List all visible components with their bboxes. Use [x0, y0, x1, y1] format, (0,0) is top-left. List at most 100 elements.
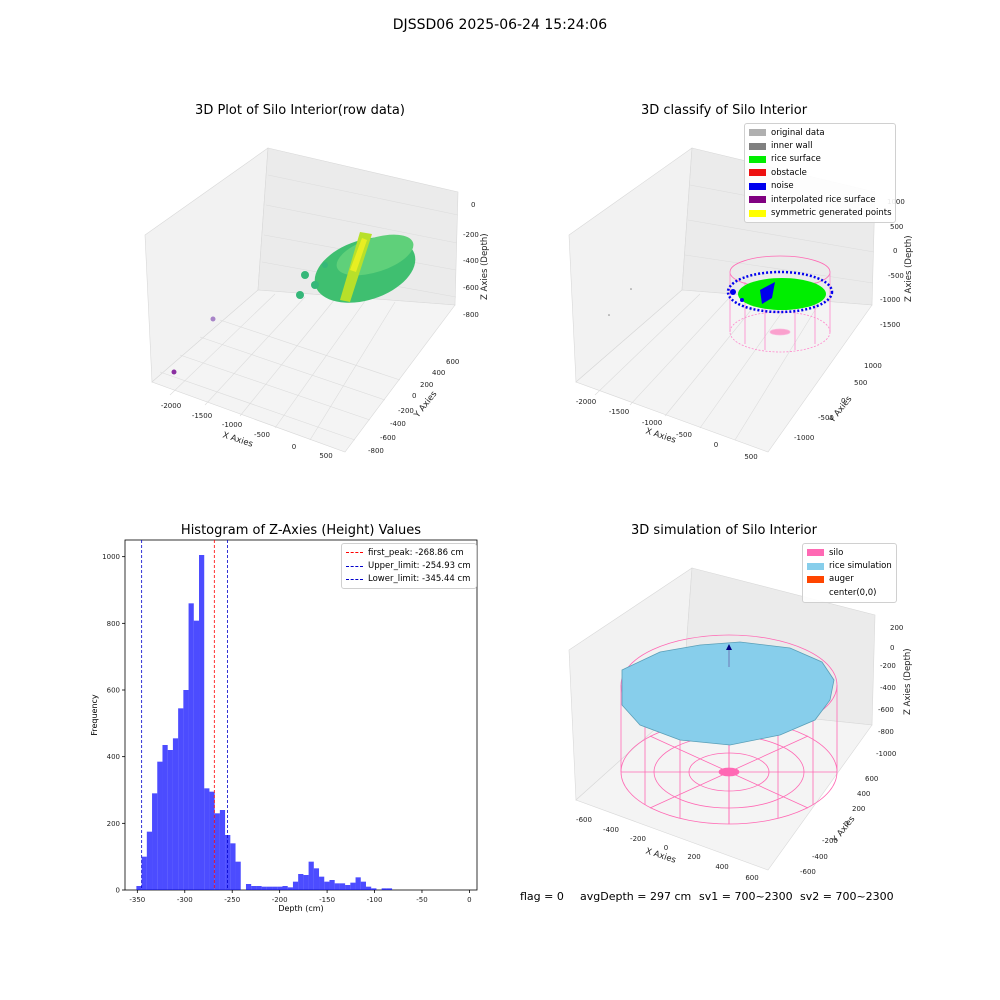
sim-z-tick: 0 — [890, 644, 894, 652]
footer-flag: flag = 0 — [520, 890, 564, 903]
classify-z-tick: 500 — [890, 223, 903, 231]
sim-rice-surface — [621, 641, 835, 746]
histogram-bar — [282, 886, 288, 890]
sim-x-tick: -600 — [576, 816, 592, 824]
y-tick-label: 200 — [107, 820, 120, 828]
histogram-bar — [313, 868, 320, 890]
sim-y-tick: -200 — [822, 837, 838, 845]
legend-swatch — [807, 562, 824, 570]
raw-plot-title: 3D Plot of Silo Interior(row data) — [195, 103, 405, 118]
figure-suptitle: DJSSD06 2025-06-24 15:24:06 — [392, 17, 608, 33]
legend-item-silo: silo — [807, 546, 892, 559]
histogram-bar — [146, 831, 153, 890]
legend-swatch — [807, 549, 824, 557]
sim-z-tick: -1000 — [876, 750, 896, 758]
histogram-x-label: Depth (cm) — [278, 904, 323, 913]
raw-y-tick: 400 — [432, 369, 445, 377]
sim-x-tick: 400 — [715, 863, 728, 871]
classify-z-label: Z Axies (Depth) — [904, 235, 914, 302]
legend-item-obstacle: obstacle — [749, 166, 891, 179]
classify-y-tick: 1000 — [864, 362, 882, 370]
histogram-y-label: Frequency — [90, 694, 99, 736]
raw-z-axis: -800 -600 -400 -200 0 Z Axies (Depth) — [463, 201, 490, 319]
y-tick-label: 400 — [107, 753, 120, 761]
x-tick-label: -50 — [416, 896, 427, 904]
raw-y-tick: 200 — [420, 381, 433, 389]
sim-y-tick: 600 — [865, 775, 878, 783]
classify-x-tick: 0 — [714, 441, 718, 449]
histogram-bar — [266, 886, 273, 890]
sim-pane-floor — [575, 704, 873, 871]
sim-x-tick: 0 — [664, 844, 668, 852]
raw-x-tick: -500 — [254, 431, 270, 439]
raw-x-tick: -2000 — [161, 402, 181, 410]
histogram-bar — [178, 708, 184, 890]
x-tick-label: 0 — [467, 896, 471, 904]
classify-plot-title: 3D classify of Silo Interior — [640, 103, 808, 118]
legend-line — [346, 578, 363, 580]
histogram-bar — [261, 886, 267, 890]
legend-item-original-data: original data — [749, 126, 891, 139]
classify-grid — [594, 184, 876, 441]
classify-noise-cluster — [760, 282, 775, 304]
x-tick-label: -150 — [319, 896, 335, 904]
histogram-bar — [157, 761, 163, 890]
legend-item-noise: noise — [749, 180, 891, 193]
raw-z-tick: -800 — [463, 311, 479, 319]
histogram-bar — [204, 788, 210, 890]
raw-y-tick: 600 — [446, 358, 459, 366]
sim-x-tick: 200 — [687, 853, 700, 861]
classify-x-tick: -1000 — [642, 419, 662, 427]
classify-y-tick: 0 — [841, 397, 845, 405]
classify-x-label: X Axies — [644, 426, 677, 445]
raw-y-tick: -600 — [380, 434, 396, 442]
raw-grid — [159, 174, 459, 441]
histogram-bar — [381, 888, 387, 890]
footer-sv2: sv2 = 700~2300 — [800, 890, 894, 903]
legend-item-lower-limit: Lower_limit: -345.44 cm — [346, 573, 472, 586]
histogram-reference-lines — [141, 540, 228, 890]
histogram-chart: -350 -300 -250 -200 -150 -100 -50 0 0 200 400 600 8… — [90, 539, 478, 913]
histogram-bar — [235, 861, 241, 890]
legend-line — [346, 552, 363, 554]
sim-y-label: Y Axies — [830, 814, 858, 846]
histogram-bar — [162, 745, 168, 890]
raw-x-tick: 500 — [319, 452, 332, 460]
histogram-bar — [334, 883, 340, 890]
sim-auger — [726, 644, 732, 667]
classify-3d-plot: -2000 -1500 -1000 -500 0 500 X Axies -10… — [568, 147, 914, 461]
raw-z-tick: -400 — [463, 257, 479, 265]
classify-x-tick: -2000 — [576, 398, 596, 406]
sim-y-tick: 0 — [844, 820, 848, 828]
histogram-bar — [136, 886, 142, 890]
histogram-y-ticks: 0 200 400 600 800 1000 — [102, 553, 125, 895]
histogram-bar — [298, 874, 304, 890]
histogram-x-ticks: -350 -300 -250 -200 -150 -100 -50 0 — [129, 890, 472, 904]
raw-x-tick: 0 — [292, 443, 296, 451]
sim-z-tick: -400 — [880, 684, 896, 692]
histogram-bar — [345, 885, 351, 890]
histogram-bar — [303, 875, 309, 890]
legend-swatch — [749, 169, 766, 177]
histogram-bar — [245, 884, 252, 890]
histogram-bar — [308, 861, 314, 890]
histogram-bar — [324, 881, 330, 890]
raw-x-tick: -1000 — [222, 421, 242, 429]
classify-legend: original data inner wall rice surface ob… — [744, 123, 896, 223]
legend-item-rice-surface: rice surface — [749, 153, 891, 166]
histogram-bar — [141, 856, 147, 890]
simulation-3d-plot: -600 -400 -200 0 200 400 600 X Axies -60… — [568, 567, 913, 882]
histogram-bar — [188, 603, 194, 890]
sim-x-tick: -200 — [630, 835, 646, 843]
histogram-bar — [319, 876, 325, 890]
histogram-legend: first_peak: -268.86 cm Upper_limit: -254… — [341, 543, 477, 590]
histogram-bar — [371, 888, 377, 890]
classify-z-tick: -1500 — [880, 321, 900, 329]
raw-back-panes — [144, 147, 459, 453]
raw-y-tick: -200 — [398, 407, 414, 415]
histogram-bar — [287, 887, 293, 890]
raw-z-label: Z Axies (Depth) — [480, 233, 490, 300]
footer-avg-depth: avgDepth = 297 cm — [580, 890, 692, 903]
histogram-bar — [272, 886, 278, 890]
histogram-bar — [277, 886, 283, 890]
